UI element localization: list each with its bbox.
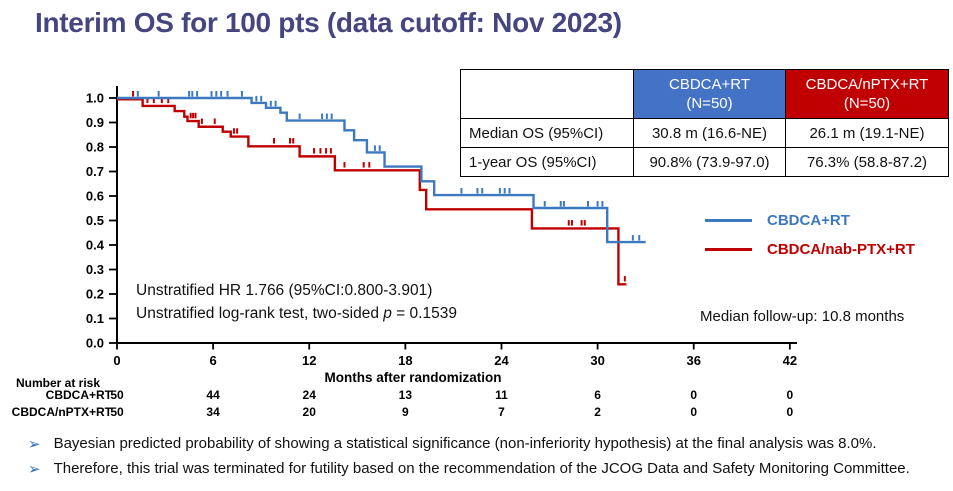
os-table-header-row: CBDCA+RT (N=50) CBDCA/nPTX+RT (N=50) xyxy=(460,69,949,119)
x-axis-tick-label: 0 xyxy=(113,353,120,368)
logrank-text: Unstratified log-rank test, two-sided xyxy=(136,305,384,322)
median-os-blue-value: 30.8 m (16.6-NE) xyxy=(633,118,786,148)
y-axis-tick-label: 0.7 xyxy=(86,164,104,179)
nar-count: 20 xyxy=(302,405,316,419)
km-curve-cbdca-nab-ptx-rt xyxy=(117,98,627,286)
y-axis-tick-label: 1.0 xyxy=(86,91,104,106)
arm-name: CBDCA+RT xyxy=(669,75,750,93)
nar-count: 0 xyxy=(690,405,698,419)
x-axis-tick-label: 36 xyxy=(686,353,700,368)
y-axis-tick-label: 0.9 xyxy=(86,115,104,130)
p-symbol: p xyxy=(383,305,392,322)
legend-line-red xyxy=(705,248,752,251)
nar-count: 7 xyxy=(498,405,505,419)
nar-count: 9 xyxy=(402,405,409,419)
nar-count: 50 xyxy=(110,388,124,402)
legend-item-cbdca-nabptx-rt: CBDCA/nab-PTX+RT xyxy=(705,235,915,264)
legend-label-cbdca-rt: CBDCA+RT xyxy=(767,212,850,229)
legend-label-cbdca-nabptx-rt: CBDCA/nab-PTX+RT xyxy=(767,241,915,258)
x-axis-tick-label: 42 xyxy=(783,353,797,368)
page-title: Interim OS for 100 pts (data cutoff: Nov… xyxy=(35,7,622,38)
nar-count: 2 xyxy=(594,405,601,419)
nar-row-label: CBDCA+RT xyxy=(45,388,112,402)
nar-count: 44 xyxy=(206,388,220,402)
nar-count: 11 xyxy=(495,388,508,402)
x-axis-tick-label: 30 xyxy=(590,353,604,368)
hr-line: Unstratified HR 1.766 (95%CI:0.800-3.901… xyxy=(136,282,433,299)
legend-item-cbdca-rt: CBDCA+RT xyxy=(705,206,915,235)
arm-name: CBDCA/nPTX+RT xyxy=(805,75,929,93)
nar-count: 13 xyxy=(398,388,413,402)
y-axis-tick-label: 0.6 xyxy=(86,189,104,204)
os-table-header-cbdca-rt: CBDCA+RT (N=50) xyxy=(633,69,786,119)
arrow-bullet-icon: ➢ xyxy=(28,436,41,453)
arm-n: (N=50) xyxy=(686,95,733,112)
os-table-corner-cell xyxy=(460,69,634,119)
nar-count: 34 xyxy=(206,405,220,419)
arm-n: (N=50) xyxy=(843,95,891,112)
footnote-text-1: Bayesian predicted probability of showin… xyxy=(53,435,877,452)
y-axis-tick-label: 0.5 xyxy=(86,213,104,228)
y-axis-tick-label: 0.4 xyxy=(86,238,105,253)
nar-count: 50 xyxy=(110,405,124,419)
y-axis-tick-label: 0.8 xyxy=(86,140,104,155)
median-os-label: Median OS (95%CI) xyxy=(460,118,634,148)
y-axis-tick-label: 0.2 xyxy=(86,287,104,302)
stats-annotation: Unstratified HR 1.766 (95%CI:0.800-3.901… xyxy=(136,279,457,325)
x-axis-tick-label: 6 xyxy=(210,353,217,368)
median-os-red-value: 26.1 m (19.1-NE) xyxy=(785,118,949,148)
one-year-os-label: 1-year OS (95%CI) xyxy=(460,147,634,177)
footnote-bullet-1: ➢ Bayesian predicted probability of show… xyxy=(28,435,877,454)
legend: CBDCA+RT CBDCA/nab-PTX+RT xyxy=(705,206,915,264)
legend-line-blue xyxy=(705,219,752,222)
one-year-os-row: 1-year OS (95%CI) 90.8% (73.9-97.0) 76.3… xyxy=(460,147,949,177)
nar-row-label: CBDCA/nPTX+RT xyxy=(11,405,112,419)
logrank-line: Unstratified log-rank test, two-sided p … xyxy=(136,302,457,325)
nar-count: 24 xyxy=(302,388,316,402)
y-axis-tick-label: 0.3 xyxy=(86,262,104,277)
one-year-os-blue-value: 90.8% (73.9-97.0) xyxy=(633,147,786,177)
x-axis-tick-label: 12 xyxy=(302,353,316,368)
x-axis-title: Months after randomization xyxy=(324,370,502,385)
y-axis-tick-label: 0.0 xyxy=(86,336,104,351)
nar-count: 0 xyxy=(786,405,794,419)
nar-count: 0 xyxy=(690,388,698,402)
os-table-header-cbdca-nptx-rt: CBDCA/nPTX+RT (N=50) xyxy=(785,69,949,119)
footnote-text-2: Therefore, this trial was terminated for… xyxy=(53,460,910,477)
nar-count: 6 xyxy=(594,388,601,402)
km-curve-cbdca-rt xyxy=(117,96,646,244)
x-axis-tick-label: 18 xyxy=(398,353,412,368)
p-value: = 0.1539 xyxy=(391,305,457,322)
nar-count: 0 xyxy=(786,388,794,402)
footnote-bullet-2: ➢ Therefore, this trial was terminated f… xyxy=(28,460,910,479)
number-at-risk-title: Number at risk xyxy=(16,376,101,390)
median-followup-note: Median follow-up: 10.8 months xyxy=(700,308,905,325)
median-os-row: Median OS (95%CI) 30.8 m (16.6-NE) 26.1 … xyxy=(460,118,949,148)
x-axis-tick-label: 24 xyxy=(494,353,509,368)
one-year-os-red-value: 76.3% (58.8-87.2) xyxy=(785,147,949,177)
y-axis-tick-label: 0.1 xyxy=(86,311,104,326)
arrow-bullet-icon: ➢ xyxy=(28,461,41,478)
os-results-table: CBDCA+RT (N=50) CBDCA/nPTX+RT (N=50) Med… xyxy=(460,69,949,177)
